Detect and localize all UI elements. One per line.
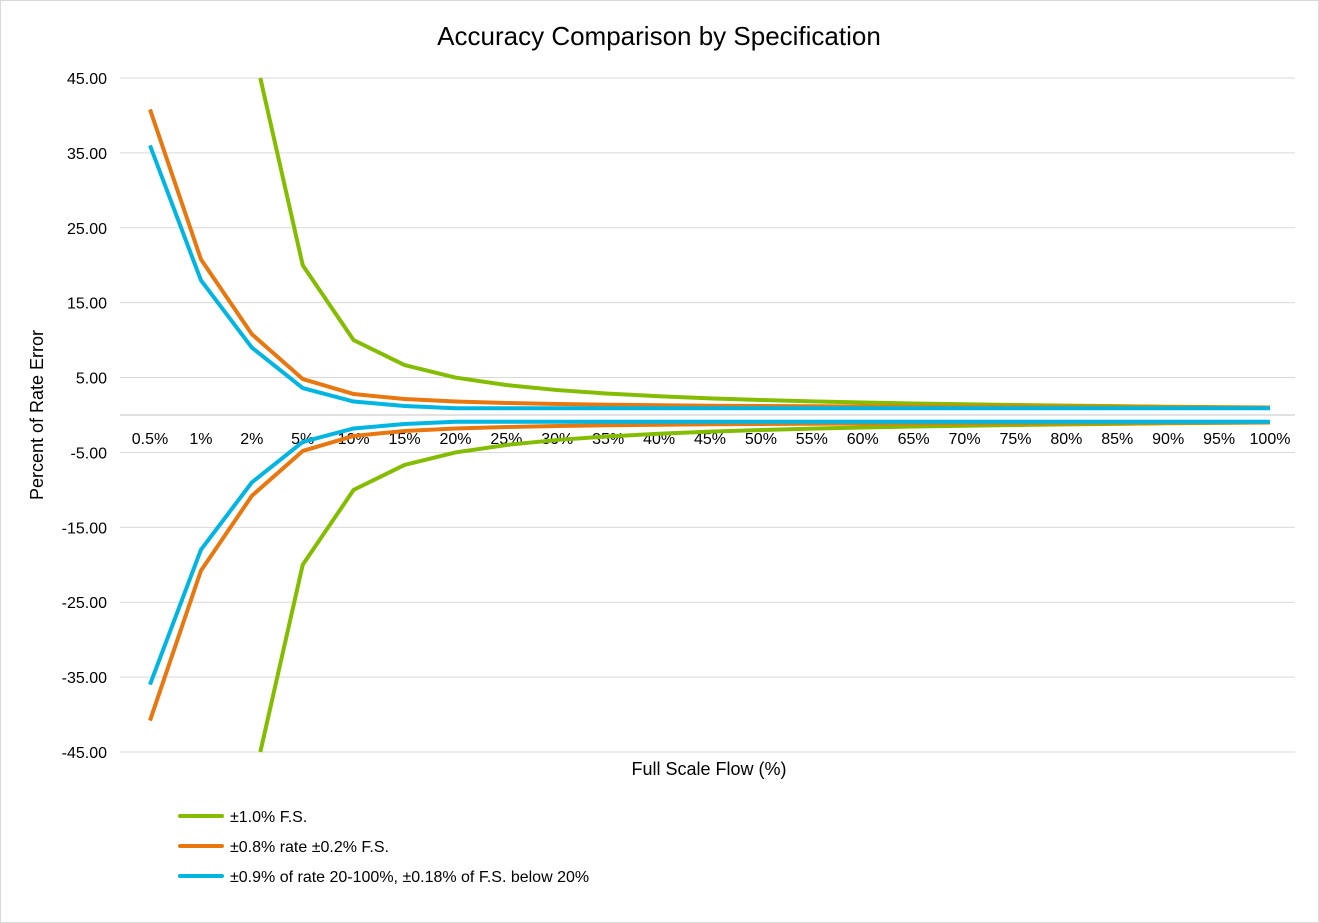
y-tick-label: 25.00 bbox=[67, 221, 107, 238]
y-axis: 45.00 35.00 25.00 15.00 5.00 -5.00 -15.00 -25.0… bbox=[62, 71, 107, 762]
legend-label: ±0.9% of rate 20-100%, ±0.18% of F.S. be… bbox=[230, 869, 589, 886]
legend: ±1.0% F.S. ±0.8% rate ±0.2% F.S. ±0.9% of … bbox=[178, 809, 589, 886]
x-tick-label: 100% bbox=[1250, 431, 1291, 448]
y-tick-label: -45.00 bbox=[62, 745, 107, 762]
y-tick-label: -25.00 bbox=[62, 595, 107, 612]
y-tick-label: -35.00 bbox=[62, 670, 107, 687]
x-tick-label: 75% bbox=[999, 431, 1031, 448]
x-tick-label: 55% bbox=[796, 431, 828, 448]
y-tick-label: -15.00 bbox=[62, 520, 107, 537]
x-tick-label: 80% bbox=[1050, 431, 1082, 448]
y-tick-label: 5.00 bbox=[76, 371, 107, 388]
series-line-3-upper bbox=[148, 144, 1270, 411]
x-tick-label: 0.5% bbox=[132, 431, 168, 448]
y-tick-label: 45.00 bbox=[67, 71, 107, 88]
x-tick-label: 1% bbox=[189, 431, 212, 448]
y-axis-label: Percent of Rate Error bbox=[27, 330, 47, 500]
x-tick-label: 70% bbox=[949, 431, 981, 448]
gridlines bbox=[120, 77, 1295, 753]
x-tick-label: 50% bbox=[745, 431, 777, 448]
x-tick-label: 85% bbox=[1101, 431, 1133, 448]
x-tick-label: 60% bbox=[847, 431, 879, 448]
x-tick-label: 95% bbox=[1203, 431, 1235, 448]
x-tick-label: 90% bbox=[1152, 431, 1184, 448]
y-tick-label: -5.00 bbox=[71, 445, 108, 462]
legend-label: ±1.0% F.S. bbox=[230, 809, 307, 826]
x-tick-label: 35% bbox=[592, 431, 624, 448]
x-tick-label: 15% bbox=[389, 431, 421, 448]
y-tick-label: 35.00 bbox=[67, 146, 107, 163]
x-tick-label: 45% bbox=[694, 431, 726, 448]
x-tick-label: 65% bbox=[898, 431, 930, 448]
legend-label: ±0.8% rate ±0.2% F.S. bbox=[230, 839, 389, 856]
x-tick-label: 20% bbox=[439, 431, 471, 448]
x-axis-label: Full Scale Flow (%) bbox=[631, 759, 786, 779]
y-tick-label: 15.00 bbox=[67, 296, 107, 313]
series-line-3-lower bbox=[148, 419, 1270, 686]
chart-title: Accuracy Comparison by Specification bbox=[437, 21, 881, 51]
series-lines bbox=[148, 77, 1271, 753]
x-tick-label: 2% bbox=[240, 431, 263, 448]
x-tick-label: 5% bbox=[291, 431, 314, 448]
